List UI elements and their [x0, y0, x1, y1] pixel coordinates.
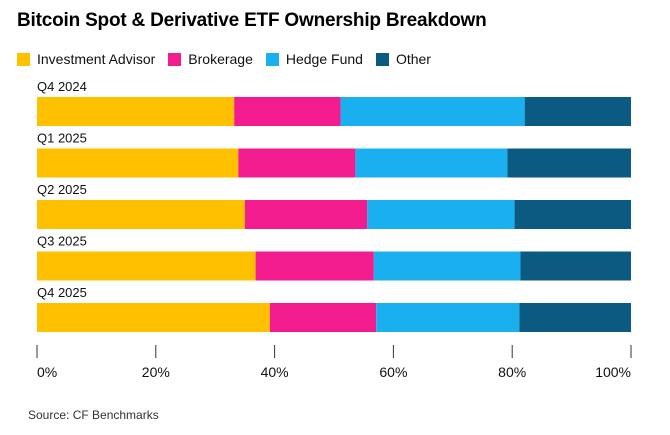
chart-title: Bitcoin Spot & Derivative ETF Ownership …: [17, 10, 487, 31]
bar-segment-brokerage-q1-2025: [238, 148, 356, 178]
legend-label-brokerage: Brokerage: [188, 51, 253, 67]
legend-label-other: Other: [395, 51, 431, 67]
legend-swatch-hedge-fund: [265, 52, 279, 66]
category-label-q4-2025: Q4 2025: [37, 285, 87, 300]
category-label-q3-2025: Q3 2025: [37, 234, 87, 249]
bar-segment-investment-advisor-q1-2025: [37, 148, 239, 178]
x-tick-label-5: 100%: [595, 364, 631, 380]
x-tick-label-0: 0%: [37, 364, 57, 380]
bar-segment-other-q4-2024: [524, 97, 631, 126]
bar-segment-other-q1-2025: [507, 148, 631, 178]
bar-segment-investment-advisor-q2-2025: [37, 200, 245, 229]
bar-segment-investment-advisor-q3-2025: [37, 251, 256, 281]
bar-segment-brokerage-q3-2025: [255, 251, 374, 281]
bar-segment-brokerage-q4-2024: [234, 97, 341, 126]
bar-segment-hedge-fund-q4-2024: [340, 97, 525, 126]
legend-swatch-investment-advisor: [17, 52, 30, 66]
bar-segment-hedge-fund-q1-2025: [355, 148, 508, 178]
bar-segment-brokerage-q4-2025: [269, 303, 377, 332]
bar-segment-investment-advisor-q4-2024: [37, 97, 235, 126]
legend-item-other: Other: [375, 51, 431, 67]
source-note: Source: CF Benchmarks: [28, 408, 159, 422]
legend-label-hedge-fund: Hedge Fund: [285, 51, 363, 67]
legend-item-brokerage: Brokerage: [168, 51, 253, 67]
bar-segment-other-q4-2025: [519, 303, 631, 332]
x-tick-label-3: 60%: [379, 364, 407, 380]
category-label-q1-2025: Q1 2025: [37, 131, 87, 146]
stacked-bar-chart: Q4 2024 Q1 2025 Q2 2025 Q3 2025 Q4 2025 0% 20%…: [36, 79, 632, 380]
legend-item-hedge-fund: Hedge Fund: [265, 51, 363, 67]
x-tick-label-1: 20%: [142, 364, 170, 380]
bar-segment-other-q3-2025: [520, 251, 631, 281]
category-label-q4-2024: Q4 2024: [37, 79, 87, 94]
bar-segment-hedge-fund-q4-2025: [376, 303, 520, 332]
x-tick-label-2: 40%: [261, 364, 289, 380]
bar-segment-hedge-fund-q3-2025: [373, 251, 521, 281]
legend-label-investment-advisor: Investment Advisor: [37, 51, 156, 67]
bar-segment-other-q2-2025: [514, 200, 631, 229]
x-tick-label-4: 80%: [498, 364, 526, 380]
bar-segment-hedge-fund-q2-2025: [367, 200, 515, 229]
bar-segment-investment-advisor-q4-2025: [37, 303, 270, 332]
bar-segment-brokerage-q2-2025: [244, 200, 368, 229]
legend-swatch-other: [375, 52, 389, 66]
category-label-q2-2025: Q2 2025: [37, 182, 87, 197]
legend-swatch-brokerage: [168, 52, 182, 66]
legend-item-investment-advisor: Investment Advisor: [17, 51, 155, 67]
legend: Investment Advisor Brokerage Hedge Fund …: [17, 51, 444, 67]
